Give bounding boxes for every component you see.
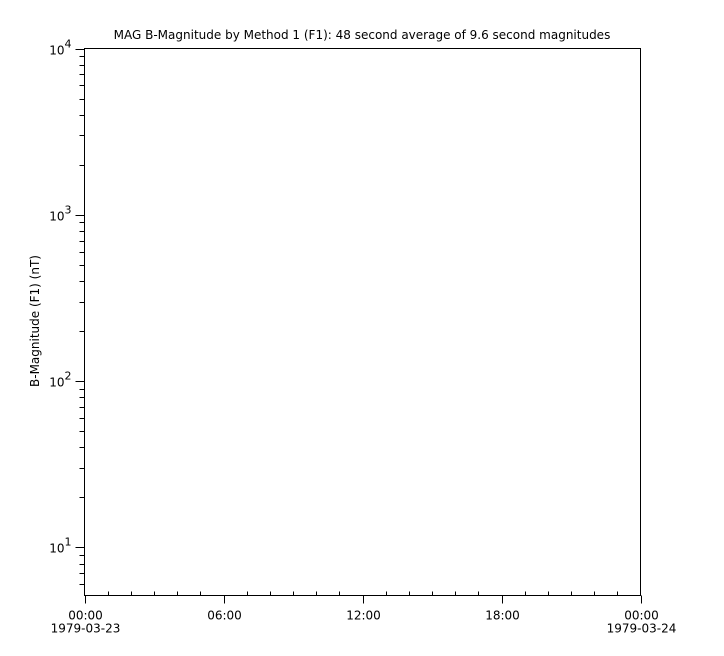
plot-frame — [84, 48, 641, 596]
y-tick-label: 102 — [49, 370, 71, 390]
x-tick-time-label: 00:00 — [624, 609, 659, 623]
x-tick-time-label: 00:00 — [68, 609, 103, 623]
x-tick-time-label: 06:00 — [207, 609, 242, 623]
x-tick-date-label: 1979-03-23 — [51, 622, 121, 636]
x-tick-date-label: 1979-03-24 — [607, 622, 677, 636]
y-tick-label: 101 — [49, 536, 71, 556]
y-axis-label: B-Magnitude (F1) (nT) — [28, 255, 42, 387]
x-tick-time-label: 12:00 — [346, 609, 381, 623]
x-tick-time-label: 18:00 — [485, 609, 520, 623]
chart-title: MAG B-Magnitude by Method 1 (F1): 48 sec… — [114, 28, 611, 42]
y-tick-label: 104 — [49, 38, 71, 58]
y-axis: 101 102 103 104 — [49, 38, 85, 585]
y-tick-label: 103 — [49, 204, 71, 224]
